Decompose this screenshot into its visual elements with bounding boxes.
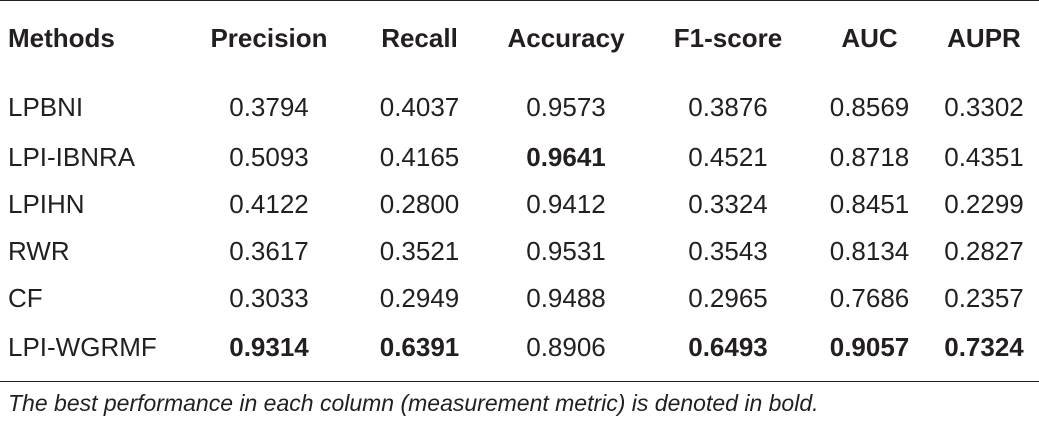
aupr-cell: 0.3302 [944, 92, 1024, 122]
method-name-cell: RWR [8, 236, 70, 266]
accuracy-cell: 0.8906 [526, 332, 606, 362]
recall-cell: 0.3521 [379, 236, 460, 266]
table-row: CF 0.3033 0.2949 0.9488 0.2965 0.7686 0.2357 [0, 275, 1039, 322]
recall-cell: 0.2949 [379, 283, 460, 313]
accuracy-cell: 0.9531 [526, 236, 606, 266]
precision-cell: 0.5093 [229, 142, 309, 172]
accuracy-cell: 0.9488 [526, 283, 606, 313]
accuracy-cell: 0.9641 [526, 142, 606, 172]
method-name-cell: LPI-WGRMF [8, 332, 157, 362]
recall-cell: 0.2800 [379, 189, 460, 219]
auc-cell: 0.8451 [829, 189, 910, 219]
header-recall: Recall [381, 22, 458, 53]
auc-cell: 0.9057 [829, 332, 910, 362]
table-footnote: The best performance in each column (mea… [8, 390, 819, 416]
method-name-cell: LPIHN [8, 189, 85, 219]
precision-cell: 0.3794 [229, 92, 309, 122]
table-row: LPBNI 0.3794 0.4037 0.9573 0.3876 0.8569 0.330… [0, 75, 1039, 134]
results-table-container: Methods Precision Recall Accuracy F1-sco… [0, 0, 1039, 382]
method-name-cell: LPI-IBNRA [8, 142, 136, 172]
f1-score-cell: 0.4521 [688, 142, 768, 172]
auc-cell: 0.8569 [829, 92, 910, 122]
header-precision: Precision [210, 22, 328, 53]
f1-score-cell: 0.6493 [688, 332, 768, 362]
method-name-cell: CF [8, 283, 43, 313]
aupr-cell: 0.2299 [944, 189, 1024, 219]
header-f1-score: F1-score [673, 22, 783, 53]
top-rule [0, 0, 1039, 1]
header-auc: AUC [841, 22, 898, 53]
bottom-rule [0, 381, 1039, 382]
table-header: Methods Precision Recall Accuracy F1-sco… [0, 1, 1039, 75]
header-accuracy: Accuracy [507, 22, 625, 53]
table-row: LPIHN 0.4122 0.2800 0.9412 0.3324 0.8451 0.229… [0, 181, 1039, 228]
recall-cell: 0.6391 [379, 332, 460, 362]
precision-cell: 0.4122 [229, 189, 309, 219]
aupr-cell: 0.4351 [944, 142, 1024, 172]
f1-score-cell: 0.3324 [688, 189, 768, 219]
table-body: LPBNI 0.3794 0.4037 0.9573 0.3876 0.8569 0.330… [0, 75, 1039, 381]
header-aupr: AUPR [947, 22, 1021, 53]
precision-cell: 0.3617 [229, 236, 309, 266]
header-methods: Methods [8, 22, 115, 53]
table-row: LPI-WGRMF 0.9314 0.6391 0.8906 0.6493 0.9057 0… [0, 322, 1039, 381]
aupr-cell: 0.7324 [944, 332, 1024, 362]
auc-cell: 0.8134 [829, 236, 910, 266]
recall-cell: 0.4037 [379, 92, 460, 122]
recall-cell: 0.4165 [379, 142, 460, 172]
auc-cell: 0.8718 [829, 142, 910, 172]
results-table: Methods Precision Recall Accuracy F1-sco… [0, 1, 1039, 381]
accuracy-cell: 0.9412 [526, 189, 606, 219]
f1-score-cell: 0.2965 [688, 283, 768, 313]
f1-score-cell: 0.3543 [688, 236, 768, 266]
auc-cell: 0.7686 [829, 283, 910, 313]
accuracy-cell: 0.9573 [526, 92, 606, 122]
aupr-cell: 0.2827 [944, 236, 1024, 266]
precision-cell: 0.9314 [229, 332, 309, 362]
table-row: RWR 0.3617 0.3521 0.9531 0.3543 0.8134 0.2827 [0, 228, 1039, 275]
aupr-cell: 0.2357 [944, 283, 1024, 313]
f1-score-cell: 0.3876 [688, 92, 768, 122]
table-row: LPI-IBNRA 0.5093 0.4165 0.9641 0.4521 0.8718 0… [0, 134, 1039, 181]
header-row: Methods Precision Recall Accuracy F1-sco… [0, 1, 1039, 75]
precision-cell: 0.3033 [229, 283, 309, 313]
method-name-cell: LPBNI [8, 92, 84, 122]
